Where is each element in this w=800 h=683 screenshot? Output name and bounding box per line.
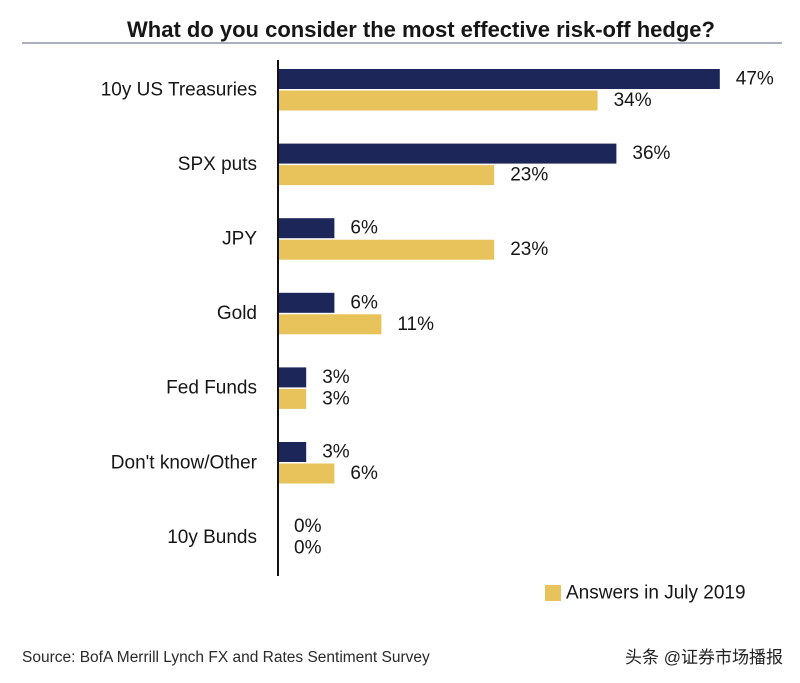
watermark: 头条 @证券市场播报 xyxy=(625,648,783,667)
category-label-gold: Gold xyxy=(217,303,257,324)
value-label-answers-in-july-2019-spx-puts: 23% xyxy=(510,165,548,186)
value-label-answers-in-july-2019-10y-bunds: 0% xyxy=(294,538,322,559)
value-label-current-fed-funds: 3% xyxy=(322,367,350,388)
bar-answers-in-july-2019-jpy xyxy=(278,239,495,260)
bar-current-spx-puts xyxy=(278,143,617,164)
legend: Answers in July 2019 xyxy=(545,583,746,604)
source-note: Source: BofA Merrill Lynch FX and Rates … xyxy=(22,649,430,666)
bar-current-10y-us-treasuries xyxy=(278,69,720,89)
category-label-10y-bunds: 10y Bunds xyxy=(167,527,257,548)
chart-title: What do you consider the most effective … xyxy=(127,17,715,42)
bar-current-gold xyxy=(278,292,335,313)
bar-answers-in-july-2019-spx-puts xyxy=(278,165,495,186)
bar-answers-in-july-2019-fed-funds xyxy=(278,388,307,409)
category-label-10y-us-treasuries: 10y US Treasuries xyxy=(101,79,257,100)
value-label-current-spx-puts: 36% xyxy=(632,143,670,164)
bar-answers-in-july-2019-10y-us-treasuries xyxy=(278,90,598,111)
plot-area: 10y US Treasuries 47% 34% SPX puts 36% 23% JPY… xyxy=(101,69,774,559)
value-label-current-10y-us-treasuries: 47% xyxy=(736,69,774,90)
bar-current-don-t-know-other xyxy=(278,442,307,462)
bar-answers-in-july-2019-don-t-know-other xyxy=(278,463,335,484)
value-label-current-don-t-know-other: 3% xyxy=(322,442,350,463)
value-label-current-jpy: 6% xyxy=(350,218,378,239)
category-label-jpy: JPY xyxy=(222,228,257,249)
value-label-answers-in-july-2019-fed-funds: 3% xyxy=(322,388,350,409)
value-label-answers-in-july-2019-jpy: 23% xyxy=(510,239,548,260)
value-label-current-gold: 6% xyxy=(350,292,378,313)
legend-swatch-answers-in-july-2019 xyxy=(545,585,561,601)
category-label-spx-puts: SPX puts xyxy=(178,154,257,175)
legend-label: Answers in July 2019 xyxy=(566,583,746,604)
category-label-don-t-know-other: Don't know/Other xyxy=(111,452,258,473)
category-label-fed-funds: Fed Funds xyxy=(166,378,257,399)
value-label-answers-in-july-2019-10y-us-treasuries: 34% xyxy=(614,90,652,111)
value-label-answers-in-july-2019-don-t-know-other: 6% xyxy=(350,463,378,484)
bar-current-fed-funds xyxy=(278,367,307,388)
bar-current-jpy xyxy=(278,218,335,239)
value-label-answers-in-july-2019-gold: 11% xyxy=(397,314,434,335)
value-label-current-10y-bunds: 0% xyxy=(294,516,322,537)
bar-answers-in-july-2019-gold xyxy=(278,314,382,335)
